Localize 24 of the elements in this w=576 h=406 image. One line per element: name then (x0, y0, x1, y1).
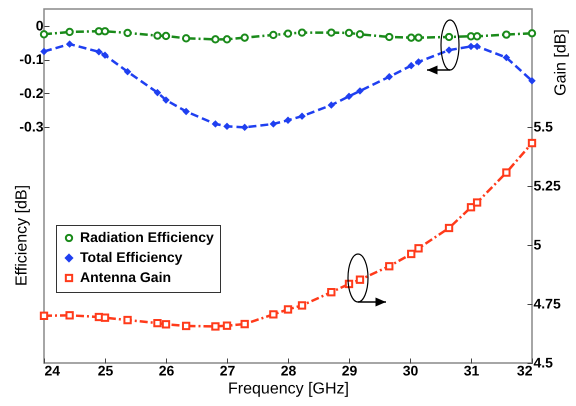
legend-label: Radiation Efficiency (80, 229, 214, 245)
x-tick-label: 25 (98, 362, 114, 378)
y2-tick-label: 5.5 (534, 118, 554, 134)
legend-label: Antenna Gain (80, 269, 172, 285)
x-tick-label: 30 (402, 362, 418, 378)
y-tick-label: 0 (36, 17, 44, 34)
y2-tick-label: 4.75 (534, 296, 561, 312)
y2-tick-label: 4.5 (534, 354, 554, 370)
x-axis-title: Frequency [GHz] (228, 380, 349, 398)
y-tick-label: -0.1 (19, 51, 44, 68)
x-tick-label: 26 (158, 362, 174, 378)
x-tick-label: 32 (516, 362, 533, 378)
y2-axis-title: Gain [dB] (552, 29, 570, 96)
y-tick-label: -0.3 (19, 118, 44, 134)
y2-tick-label: 5.25 (534, 178, 561, 194)
x-tick-label: 24 (44, 362, 60, 378)
y2-tick-label: 5 (534, 236, 542, 252)
x-tick-label: 29 (342, 362, 358, 378)
x-tick-label: 31 (464, 362, 480, 378)
y-axis-title: Efficiency [dB] (14, 184, 30, 286)
y-tick-label: -0.2 (19, 84, 44, 101)
x-tick-label: 27 (220, 362, 236, 378)
x-tick-label: 28 (280, 362, 296, 378)
legend-label: Total Efficiency (80, 249, 183, 265)
